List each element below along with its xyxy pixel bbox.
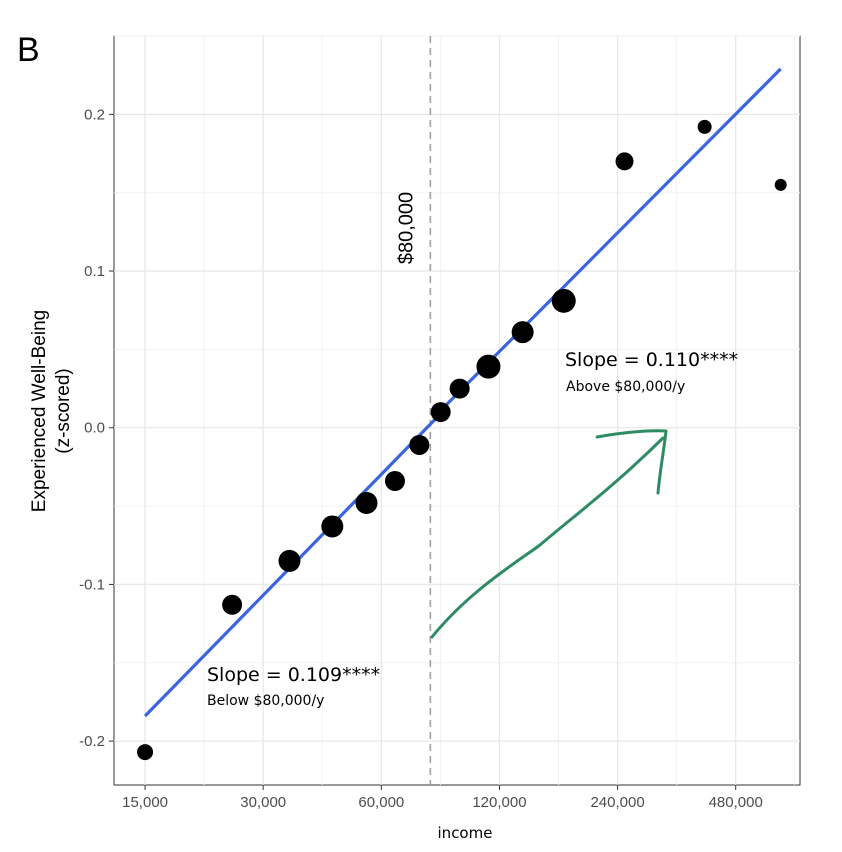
x-tick-label: 240,000: [590, 794, 644, 811]
data-point: [449, 378, 470, 399]
data-point: [321, 515, 344, 538]
y-axis-title: Experienced Well-Being (z-scored): [29, 310, 74, 512]
data-point: [551, 288, 576, 313]
x-tick-label: 120,000: [472, 794, 526, 811]
data-points: [137, 119, 787, 761]
x-tick-label: 60,000: [358, 794, 404, 811]
minor-gridlines: [114, 35, 800, 785]
y-tick-label: 0.0: [84, 420, 105, 437]
y-tick-label: 0.2: [84, 106, 105, 123]
data-point: [430, 402, 451, 423]
arrow-head: [595, 429, 668, 495]
y-tick-label: -0.2: [79, 733, 105, 750]
y-tick-label: 0.1: [84, 263, 105, 280]
slope-below-note: Below $80,000/y: [207, 693, 324, 709]
panel-label: B: [17, 31, 40, 69]
data-point: [476, 354, 501, 379]
threshold-label: $80,000: [395, 192, 417, 264]
slope-above-note: Above $80,000/y: [566, 379, 685, 395]
x-axis-title: income: [438, 824, 493, 842]
slope-above-label: Slope = 0.110****: [565, 349, 738, 371]
x-tick-label: 30,000: [240, 794, 286, 811]
y-axis-ticks: 0.2 0.1 0.0 -0.1 -0.2: [79, 106, 114, 750]
y-tick-label: -0.1: [79, 576, 105, 593]
data-point: [615, 152, 634, 171]
data-point: [222, 594, 243, 615]
slope-below-label: Slope = 0.109****: [207, 664, 380, 686]
data-point: [774, 178, 787, 191]
fit-line-above: [439, 67, 782, 412]
data-point: [697, 119, 712, 134]
arrow-shaft: [430, 436, 665, 639]
x-tick-label: 480,000: [709, 794, 763, 811]
x-tick-label: 15,000: [122, 794, 168, 811]
data-point: [137, 744, 154, 761]
y-axis-title-line2: (z-scored): [53, 368, 74, 454]
data-point: [384, 471, 405, 492]
hand-drawn-arrow-icon: [430, 429, 668, 639]
x-axis-ticks: 15,000 30,000 60,000 120,000 240,000 480,000: [122, 785, 763, 811]
plot-panel: [113, 35, 801, 786]
y-axis-title-line1: Experienced Well-Being: [29, 310, 50, 512]
data-point: [355, 491, 378, 514]
data-point: [278, 549, 301, 572]
data-point: [511, 321, 534, 344]
data-point: [409, 434, 430, 455]
major-gridlines: [114, 36, 800, 785]
